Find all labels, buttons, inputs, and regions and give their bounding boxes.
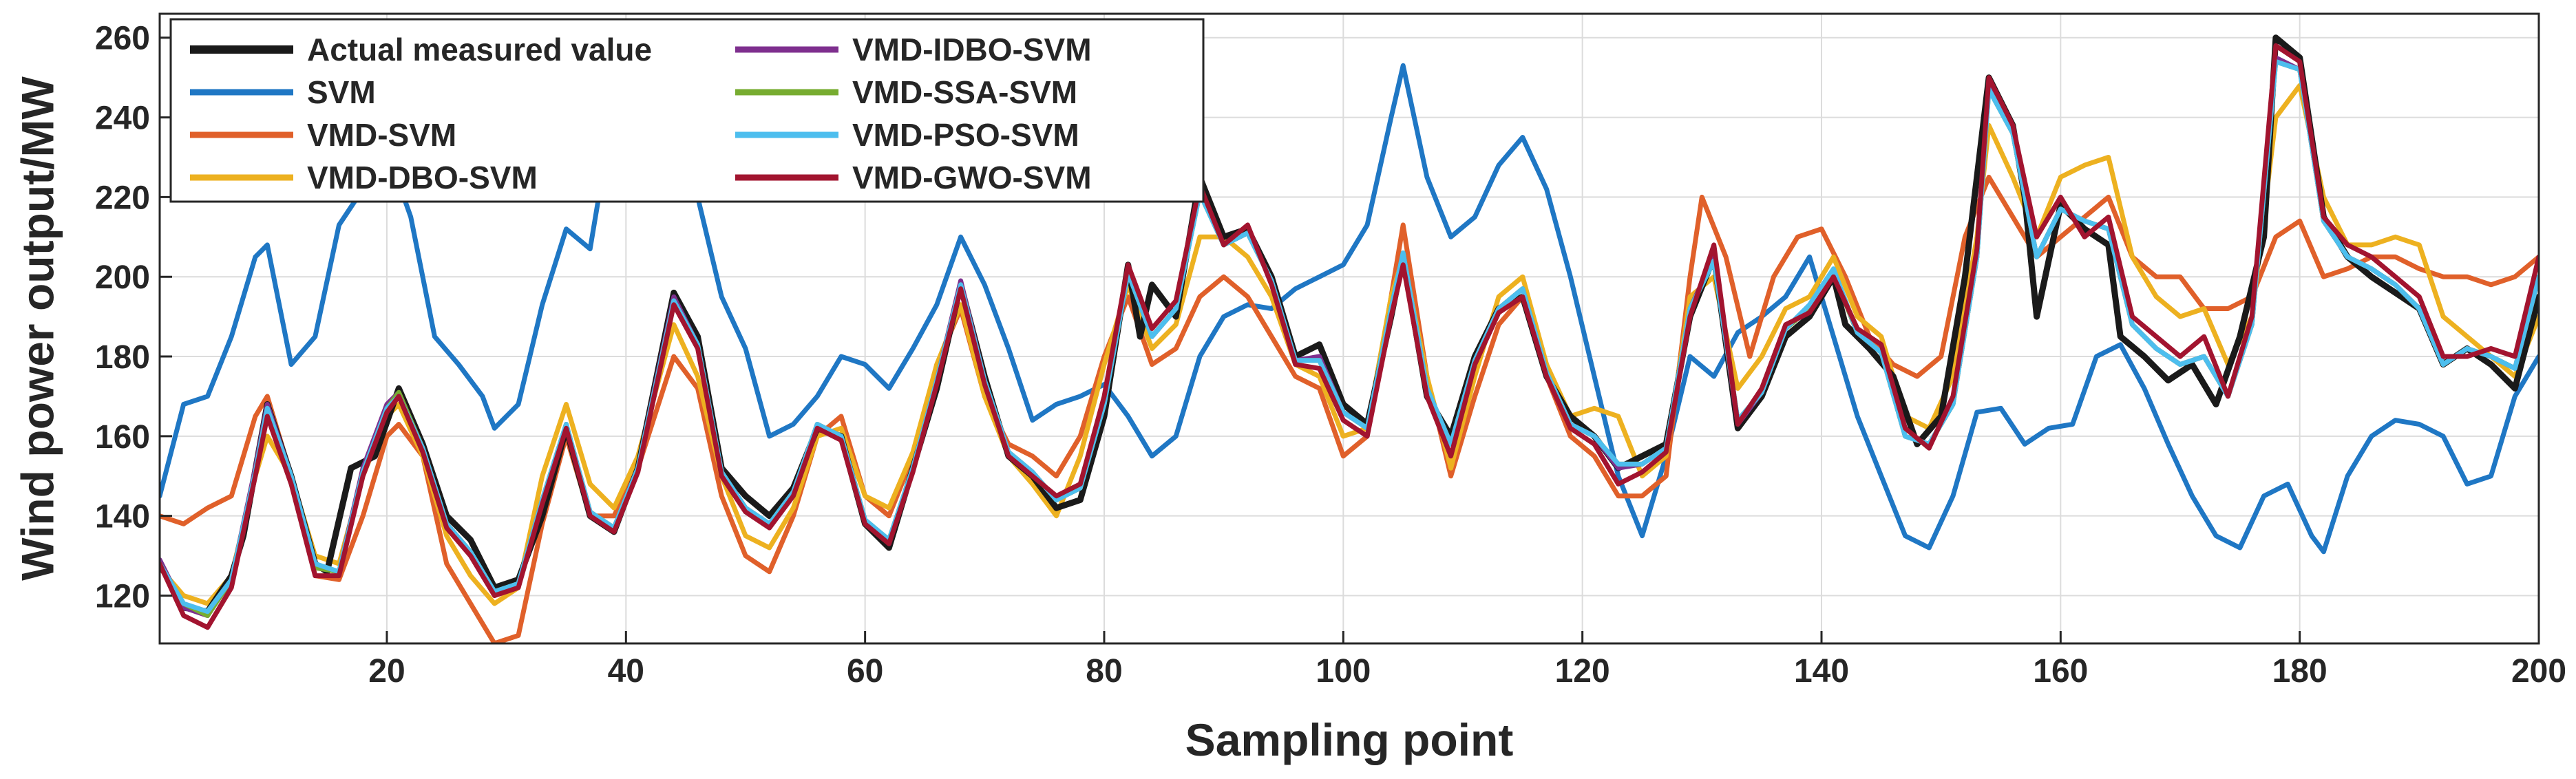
legend-label: Actual measured value — [307, 32, 652, 67]
x-tick-label: 100 — [1316, 653, 1371, 690]
y-tick-label: 240 — [95, 100, 150, 137]
x-tick-label: 40 — [608, 653, 644, 690]
y-tick-label: 120 — [95, 579, 150, 615]
legend-label: SVM — [307, 74, 376, 110]
y-tick-label: 260 — [95, 21, 150, 57]
x-tick-label: 120 — [1555, 653, 1610, 690]
legend-label: VMD-SVM — [307, 117, 456, 153]
legend-label: VMD-DBO-SVM — [307, 160, 538, 195]
x-tick-label: 180 — [2272, 653, 2327, 690]
series-line-svm — [160, 63, 2539, 555]
x-tick-label: 20 — [368, 653, 405, 690]
series-line-vmd-gwo-svm — [160, 43, 2539, 630]
legend-label: VMD-IDBO-SVM — [852, 32, 1092, 67]
y-tick-label: 160 — [95, 419, 150, 456]
series-lines — [160, 34, 2539, 643]
x-tick-label: 200 — [2511, 653, 2566, 690]
legend-label: VMD-GWO-SVM — [852, 160, 1092, 195]
y-tick-label: 180 — [95, 339, 150, 376]
legend-box — [169, 18, 1205, 203]
x-tick-label: 60 — [847, 653, 883, 690]
series-line-vmd-dbo-svm — [160, 83, 2539, 606]
axis-ticks: 20 40 60 80 100 120 140 160 180 200 120 140 160 180 20… — [95, 21, 2566, 690]
x-tick-label: 80 — [1086, 653, 1122, 690]
x-axis-title: Sampling point — [1185, 714, 1514, 765]
x-tick-label: 140 — [1794, 653, 1849, 690]
x-tick-label: 160 — [2033, 653, 2088, 690]
y-tick-label: 140 — [95, 499, 150, 535]
y-tick-label: 200 — [95, 259, 150, 296]
legend-label: VMD-PSO-SVM — [852, 117, 1079, 153]
y-tick-label: 220 — [95, 180, 150, 216]
legend: Actual measured value SVM VMD-SVM VMD-DBO-S… — [169, 18, 1205, 203]
y-axis-title: Wind power output/MW — [12, 76, 63, 581]
legend-label: VMD-SSA-SVM — [852, 74, 1077, 110]
plot-frame — [158, 12, 2540, 645]
